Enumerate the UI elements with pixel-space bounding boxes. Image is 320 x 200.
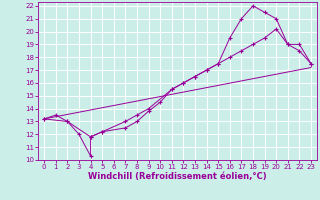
X-axis label: Windchill (Refroidissement éolien,°C): Windchill (Refroidissement éolien,°C) [88, 172, 267, 181]
